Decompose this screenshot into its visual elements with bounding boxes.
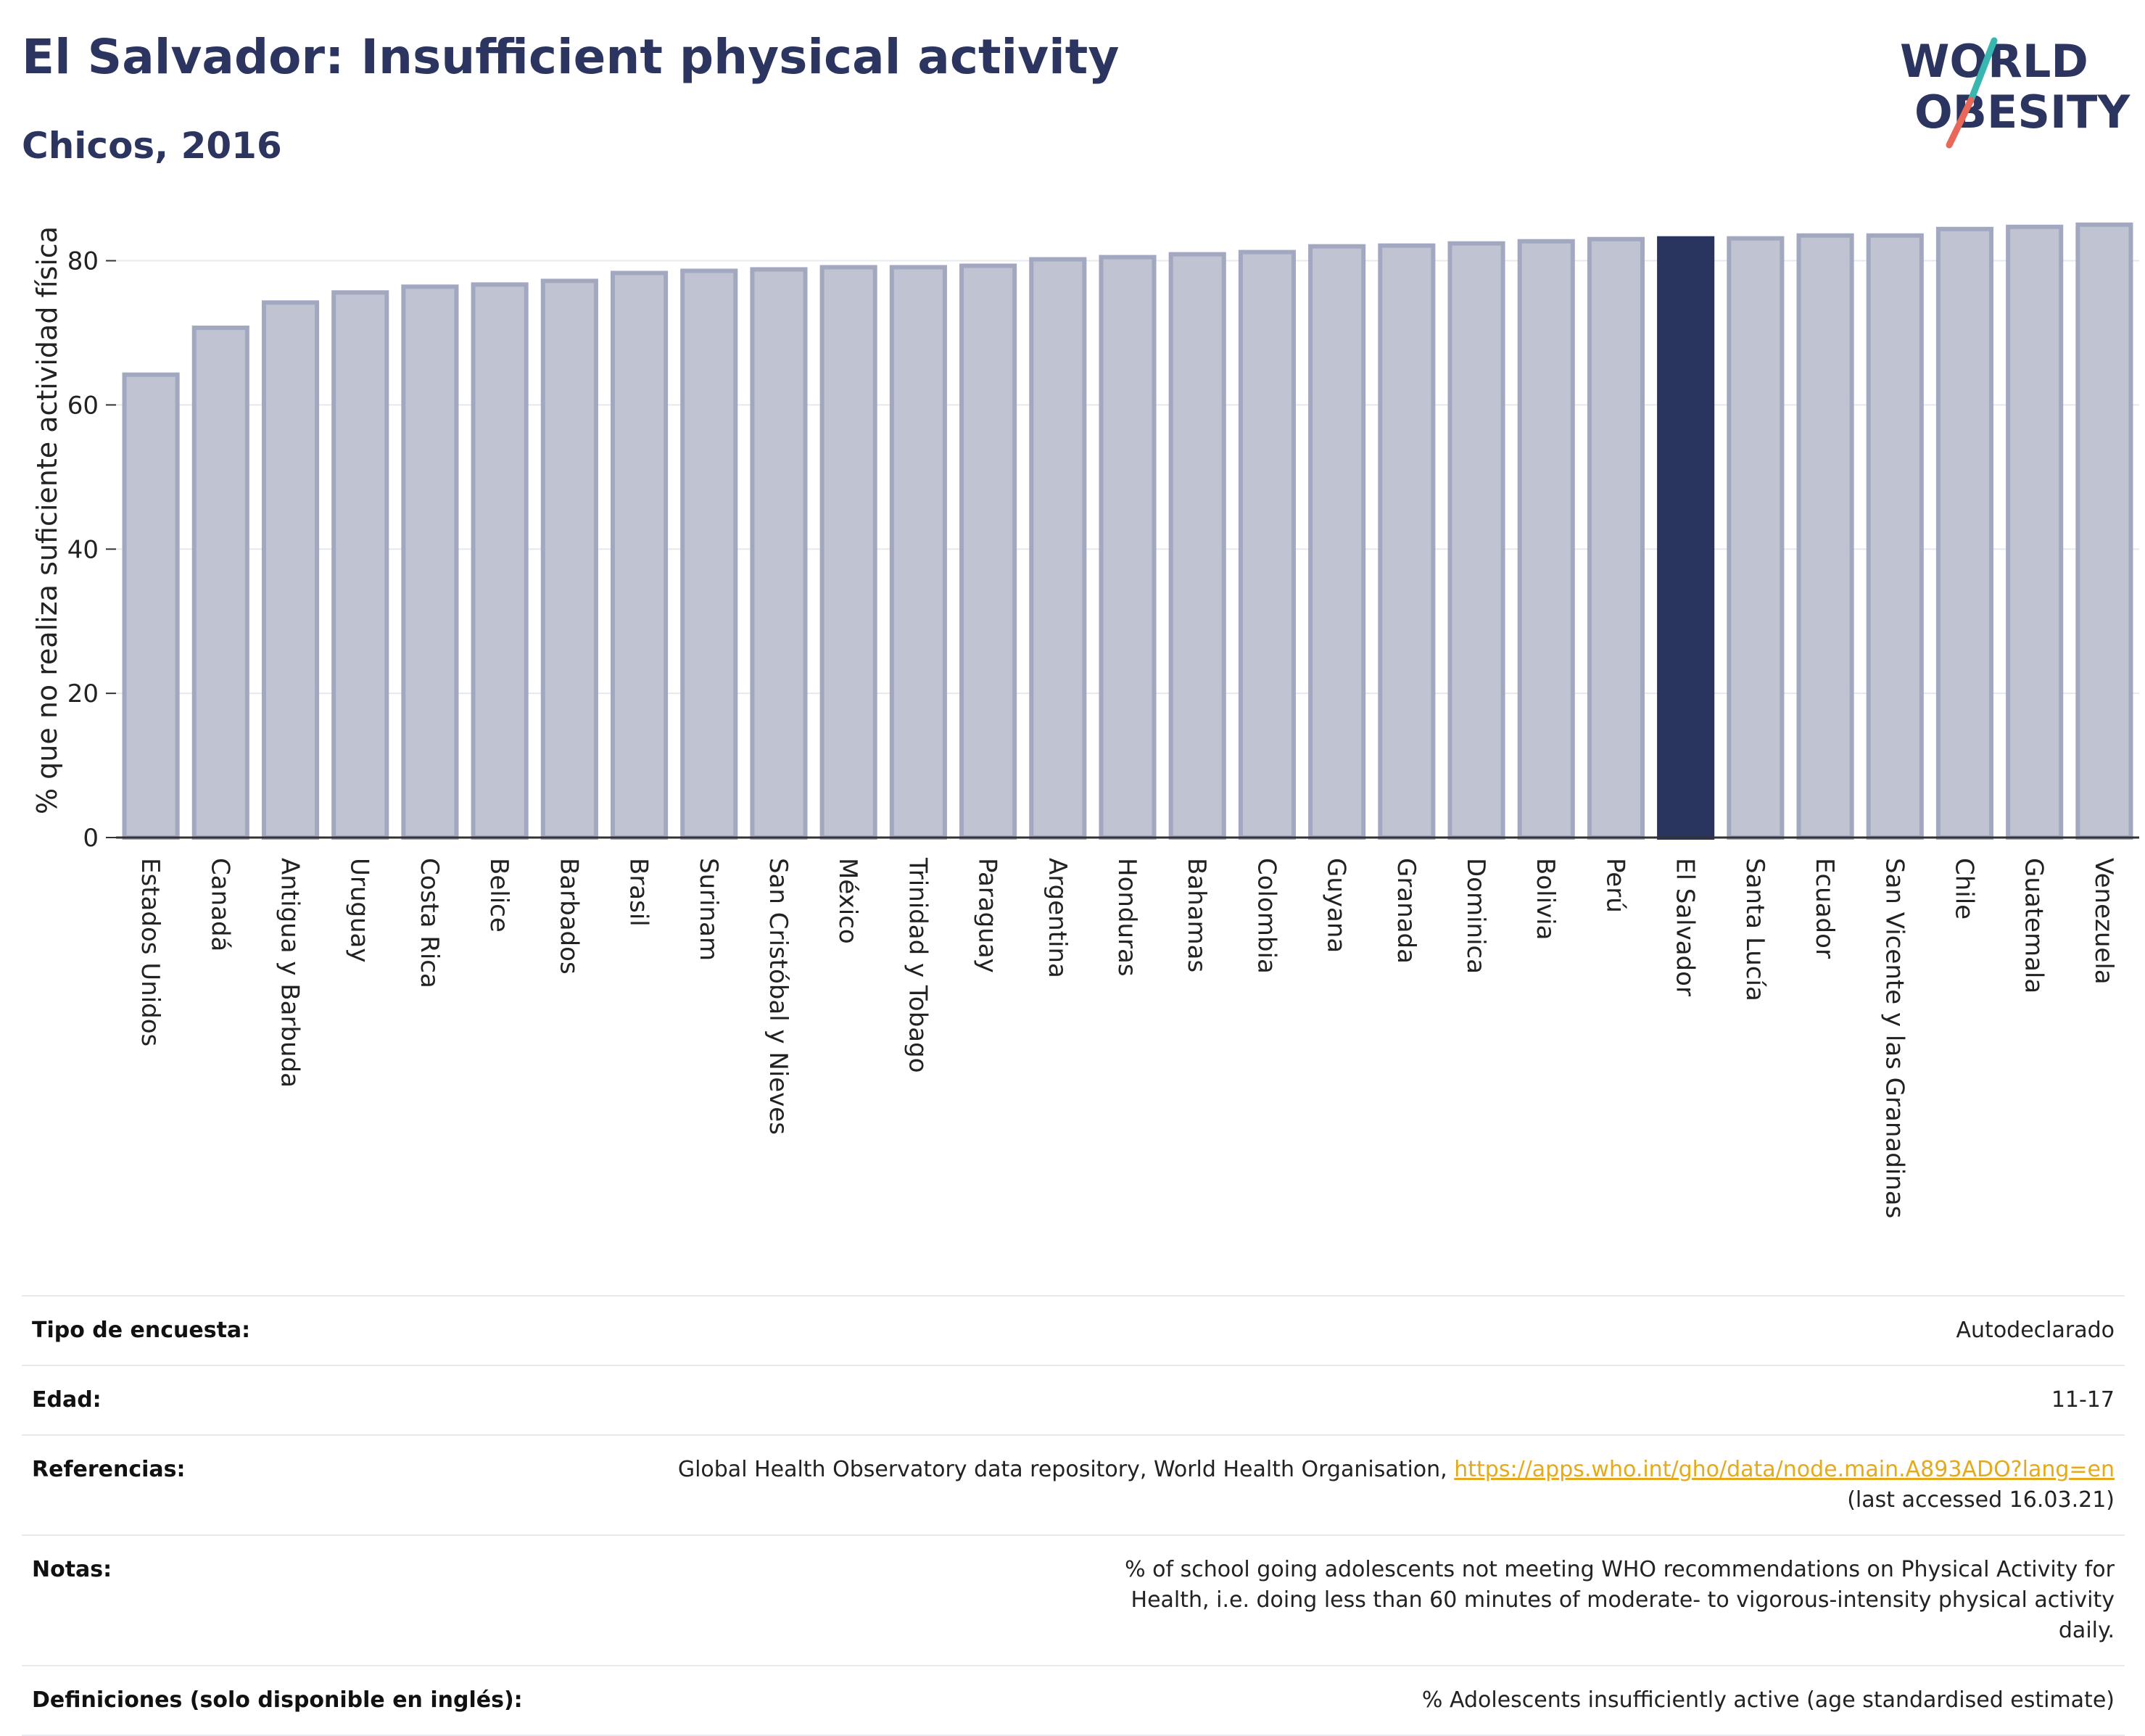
x-tick-label: Venezuela	[2089, 858, 2118, 985]
info-row-notes: Notas: % of school going adolescents not…	[22, 1534, 2125, 1665]
x-tick-label: Honduras	[1112, 858, 1141, 977]
info-row-age: Edad: 11-17	[22, 1365, 2125, 1434]
x-tick-label: San Cristóbal y Nieves	[764, 858, 793, 1135]
info-value: Global Health Observatory data repositor…	[554, 1455, 2115, 1516]
bar	[959, 263, 1017, 840]
world-obesity-logo: WORLD OBESITY	[1900, 36, 2130, 149]
x-tick-label: Argentina	[1043, 858, 1072, 978]
bar	[889, 265, 947, 840]
x-tick-label: Belice	[484, 858, 513, 933]
x-tick-label: Costa Rica	[415, 858, 444, 988]
info-value: % of school going adolescents not meetin…	[1125, 1557, 2115, 1643]
x-tick-label: Surinam	[694, 858, 723, 961]
info-label: Tipo de encuesta:	[32, 1318, 251, 1343]
info-label: Edad:	[32, 1387, 102, 1413]
reference-accessed: (last accessed 16.03.21)	[1847, 1487, 2115, 1513]
reference-text: Global Health Observatory data repositor…	[677, 1457, 1447, 1482]
bar	[1168, 252, 1226, 840]
bar	[540, 278, 598, 840]
x-tick-label: Barbados	[554, 858, 583, 975]
bar	[1866, 233, 1924, 840]
bar	[331, 290, 389, 840]
y-axis-label: % que no realiza suficiente actividad fí…	[31, 226, 63, 814]
bar	[1517, 239, 1575, 840]
logo-slash-teal	[1967, 37, 1998, 104]
bar	[750, 267, 808, 840]
chart-subtitle: Chicos, 2016	[22, 125, 282, 167]
bar	[680, 268, 738, 840]
bar	[1587, 236, 1645, 840]
bar	[122, 372, 180, 840]
x-tick-label: Ecuador	[1810, 858, 1839, 959]
bar	[819, 265, 877, 840]
bar	[401, 284, 459, 840]
info-value: % Adolescents insufficiently active (age…	[1421, 1687, 2115, 1713]
x-tick-labels: Estados Unidos Canadá Antigua y Barbuda Uru…	[136, 857, 2118, 1218]
bar	[1308, 244, 1366, 840]
y-tick-label: 40	[67, 535, 99, 564]
bar	[1447, 241, 1505, 840]
x-tick-label: San Vicente y las Granadinas	[1880, 858, 1909, 1218]
x-tick-label: Uruguay	[345, 858, 374, 963]
x-tick-label: Guatemala	[2020, 858, 2049, 993]
info-label: Notas:	[32, 1557, 112, 1582]
bar	[1796, 233, 1854, 840]
bar	[610, 270, 669, 840]
x-tick-label: México	[833, 858, 862, 944]
x-tick-label: Chile	[1949, 858, 1978, 919]
x-tick-label: Brasil	[624, 858, 653, 927]
y-tick-label: 20	[67, 679, 99, 708]
x-tick-label: Santa Lucía	[1740, 858, 1769, 1001]
y-tick-label: 0	[83, 824, 99, 853]
x-tick-label: Colombia	[1252, 858, 1281, 974]
chart-title: El Salvador: Insufficient physical activ…	[22, 29, 1120, 85]
bar-chart: 0 20 40 60 80 Estados Unidos Canadá Antigua y …	[31, 222, 2139, 1218]
x-tick-label: Guyana	[1322, 858, 1351, 953]
y-tick-label: 80	[67, 247, 99, 276]
bar	[2006, 224, 2064, 840]
y-tick-label: 60	[67, 391, 99, 420]
info-table: Tipo de encuesta: Autodeclarado Edad: 11…	[22, 1295, 2125, 1736]
bar	[1029, 257, 1087, 840]
bar	[261, 300, 320, 840]
x-tick-label: Paraguay	[973, 858, 1002, 973]
x-tick-label: El Salvador	[1671, 858, 1700, 996]
axes: 0 20 40 60 80	[67, 247, 2139, 853]
info-value: Autodeclarado	[1956, 1318, 2115, 1343]
reference-link[interactable]: https://apps.who.int/gho/data/node.main.…	[1454, 1457, 2115, 1482]
bar	[1727, 236, 1785, 840]
bar-highlighted	[1657, 236, 1715, 840]
logo-slash-coral	[1946, 96, 1975, 149]
x-tick-label: Dominica	[1461, 858, 1490, 974]
bar	[2075, 222, 2133, 840]
x-tick-label: Granada	[1392, 858, 1421, 964]
info-label: Definiciones (solo disponible en inglés)…	[32, 1687, 523, 1713]
bar	[1238, 249, 1296, 840]
info-label: Referencias:	[32, 1457, 186, 1482]
bar	[191, 326, 249, 840]
info-row-references: Referencias: Global Health Observatory d…	[22, 1434, 2125, 1534]
x-tick-label: Antigua y Barbuda	[276, 858, 305, 1088]
bar	[1378, 243, 1436, 840]
bar	[1099, 255, 1157, 840]
x-tick-label: Canadá	[205, 858, 234, 951]
x-tick-label: Bolivia	[1531, 858, 1560, 940]
x-tick-label: Bahamas	[1182, 858, 1211, 972]
bar	[1935, 226, 1994, 840]
bars	[122, 222, 2133, 840]
info-row-survey-type: Tipo de encuesta: Autodeclarado	[22, 1295, 2125, 1365]
x-tick-label: Trinidad y Tobago	[903, 857, 932, 1073]
x-tick-label: Estados Unidos	[136, 858, 165, 1046]
info-row-definitions: Definiciones (solo disponible en inglés)…	[22, 1665, 2125, 1736]
bar	[471, 282, 529, 840]
info-value: 11-17	[2051, 1387, 2115, 1413]
x-tick-label: Perú	[1600, 858, 1629, 913]
logo-word-obesity: OBESITY	[1914, 86, 2130, 139]
